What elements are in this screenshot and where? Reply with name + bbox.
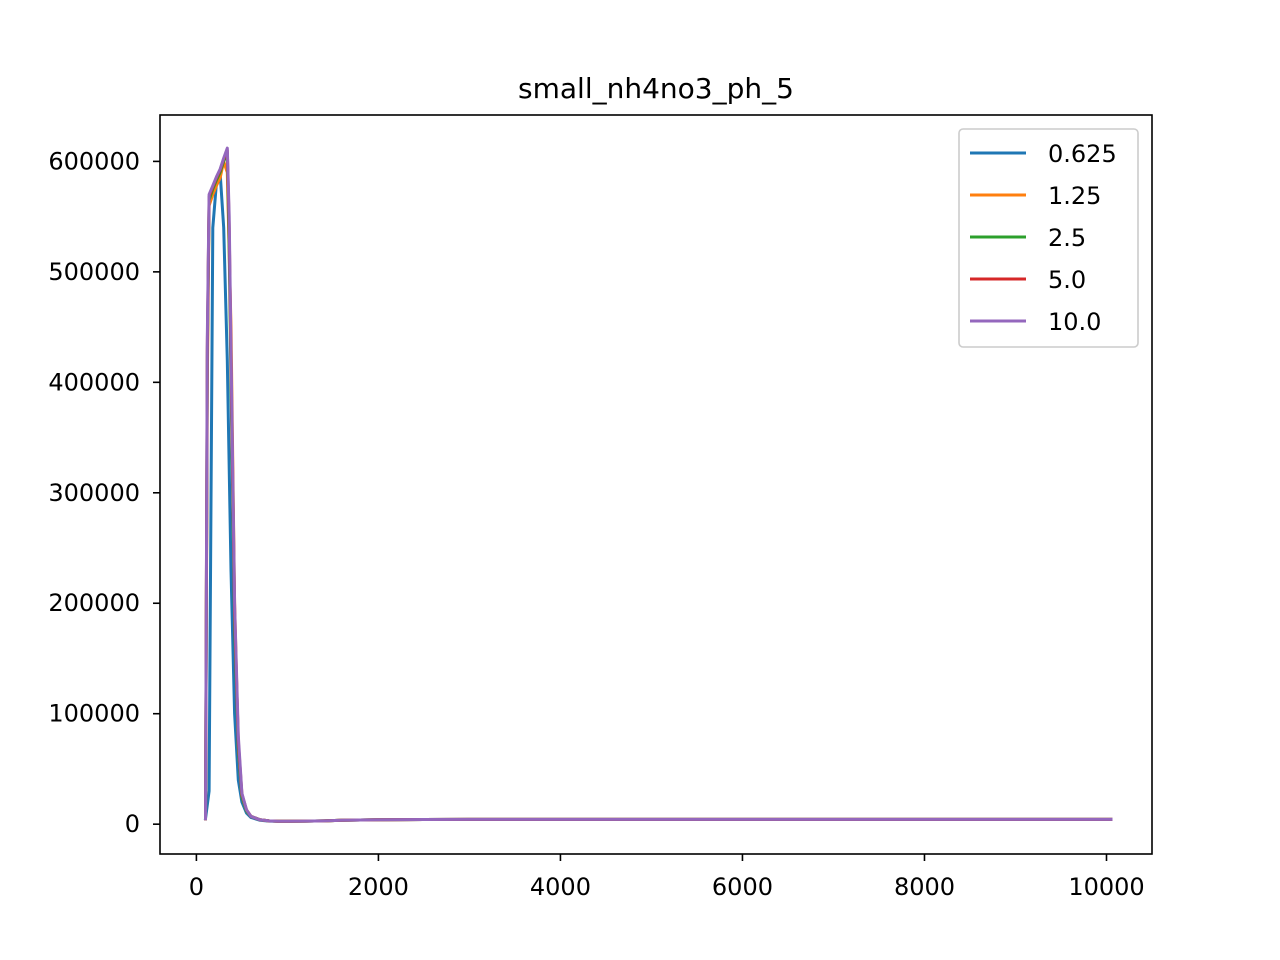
x-tick-label: 2000 — [348, 873, 409, 901]
x-tick-label: 0 — [189, 873, 204, 901]
y-tick-label: 300000 — [48, 479, 140, 507]
y-tick-label: 0 — [125, 810, 140, 838]
legend-box — [958, 128, 1139, 348]
legend: 0.625 1.25 2.5 5.0 10.0 — [958, 128, 1139, 348]
axis-ticks: 0 2000 4000 6000 8000 10000010000020000030000… — [48, 147, 1144, 901]
y-tick-label: 600000 — [48, 147, 140, 175]
axes-frame — [159, 114, 1153, 855]
plot-area — [203, 146, 1113, 823]
legend-label-0: 0.625 — [1048, 140, 1117, 168]
x-tick-label: 6000 — [712, 873, 773, 901]
legend-label-4: 10.0 — [1048, 308, 1101, 336]
y-tick-label: 400000 — [48, 368, 140, 396]
x-tick-label: 10000 — [1068, 873, 1144, 901]
legend-label-3: 5.0 — [1048, 266, 1086, 294]
legend-label-2: 2.5 — [1048, 224, 1086, 252]
series-line-4 — [203, 146, 1113, 823]
y-tick-label: 500000 — [48, 258, 140, 286]
chart-title: small_nh4no3_ph_5 — [518, 72, 794, 105]
x-tick-label: 4000 — [530, 873, 591, 901]
y-tick-label: 200000 — [48, 589, 140, 617]
legend-label-1: 1.25 — [1048, 182, 1101, 210]
x-tick-label: 8000 — [894, 873, 955, 901]
y-tick-label: 100000 — [48, 700, 140, 728]
